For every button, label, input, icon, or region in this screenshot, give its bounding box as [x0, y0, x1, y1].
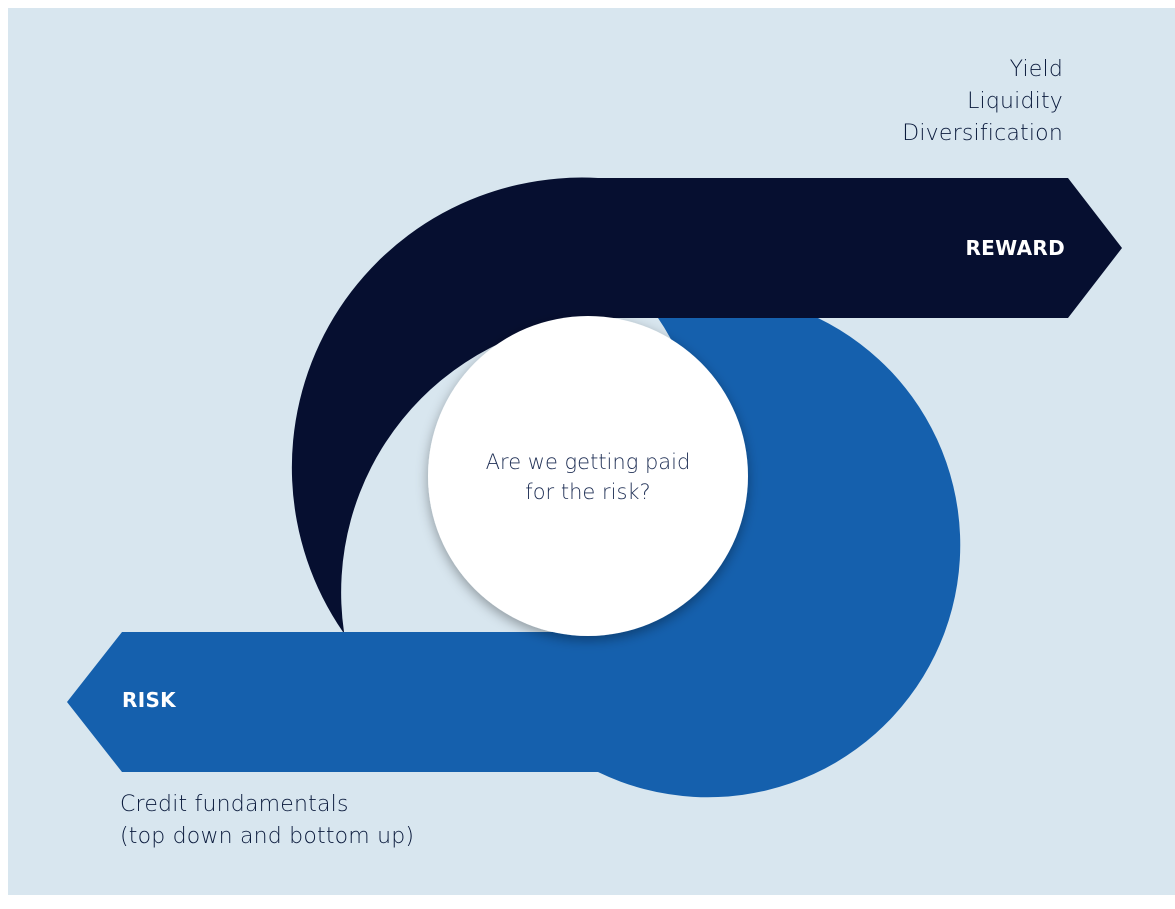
reward-arrow: [291, 177, 1122, 632]
reward-items: Yield Liquidity Diversification: [902, 54, 1063, 150]
center-circle: [428, 316, 748, 636]
risk-label: RISK: [122, 688, 176, 712]
center-question-line-1: Are we getting paid: [485, 450, 691, 474]
reward-label: REWARD: [965, 236, 1065, 260]
risk-item-top-down-bottom-up: (top down and bottom up): [120, 824, 415, 849]
risk-items: Credit fundamentals (top down and bottom…: [120, 789, 414, 853]
reward-item-yield: Yield: [1009, 57, 1063, 82]
center-question-line-2: for the risk?: [525, 480, 651, 504]
risk-item-credit-fundamentals: Credit fundamentals: [120, 792, 349, 817]
center-question: Are we getting paid for the risk?: [428, 447, 748, 507]
reward-item-diversification: Diversification: [902, 121, 1063, 146]
reward-item-liquidity: Liquidity: [967, 89, 1063, 114]
